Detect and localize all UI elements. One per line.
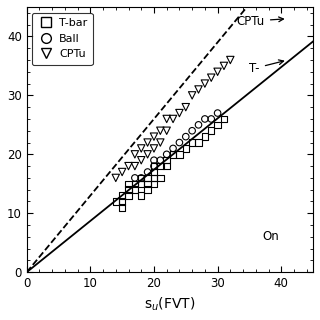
Point: [189, 128, 195, 133]
Point: [228, 58, 233, 63]
Point: [132, 175, 137, 180]
Text: T-: T-: [249, 60, 284, 75]
Point: [158, 158, 163, 163]
Point: [151, 175, 156, 180]
Point: [151, 146, 156, 151]
Point: [183, 146, 188, 151]
Point: [126, 193, 131, 198]
Point: [196, 122, 201, 127]
X-axis label: s$_u$(FVT): s$_u$(FVT): [144, 296, 196, 313]
Point: [113, 175, 118, 180]
Point: [151, 170, 156, 175]
Point: [120, 193, 125, 198]
Point: [139, 146, 144, 151]
Point: [145, 175, 150, 180]
Point: [183, 134, 188, 139]
Point: [164, 152, 169, 157]
Point: [145, 152, 150, 157]
Point: [177, 140, 182, 145]
Point: [171, 116, 176, 122]
Point: [132, 181, 137, 186]
Point: [126, 181, 131, 186]
Point: [120, 205, 125, 210]
Point: [151, 181, 156, 186]
Point: [139, 175, 144, 180]
Point: [202, 81, 207, 86]
Point: [215, 69, 220, 74]
Point: [132, 164, 137, 169]
Point: [120, 199, 125, 204]
Point: [196, 140, 201, 145]
Point: [151, 164, 156, 169]
Point: [164, 128, 169, 133]
Point: [158, 128, 163, 133]
Point: [196, 87, 201, 92]
Point: [145, 170, 150, 175]
Legend: T-bar, Ball, CPTu: T-bar, Ball, CPTu: [32, 12, 93, 65]
Point: [120, 170, 125, 175]
Point: [139, 181, 144, 186]
Point: [177, 110, 182, 116]
Point: [177, 152, 182, 157]
Text: On: On: [262, 230, 279, 243]
Point: [171, 152, 176, 157]
Point: [139, 158, 144, 163]
Point: [151, 164, 156, 169]
Point: [215, 122, 220, 127]
Point: [158, 140, 163, 145]
Point: [132, 187, 137, 192]
Point: [151, 134, 156, 139]
Point: [215, 110, 220, 116]
Point: [164, 116, 169, 122]
Point: [221, 63, 227, 68]
Point: [145, 181, 150, 186]
Point: [209, 116, 214, 122]
Point: [221, 116, 227, 122]
Point: [132, 152, 137, 157]
Point: [209, 128, 214, 133]
Point: [202, 116, 207, 122]
Point: [183, 105, 188, 110]
Point: [209, 75, 214, 80]
Point: [202, 134, 207, 139]
Point: [126, 187, 131, 192]
Point: [139, 193, 144, 198]
Point: [145, 187, 150, 192]
Point: [158, 164, 163, 169]
Point: [151, 158, 156, 163]
Point: [158, 175, 163, 180]
Point: [126, 164, 131, 169]
Point: [164, 164, 169, 169]
Point: [189, 93, 195, 98]
Point: [145, 140, 150, 145]
Point: [139, 175, 144, 180]
Text: CPTu: CPTu: [237, 15, 284, 28]
Point: [113, 199, 118, 204]
Point: [189, 140, 195, 145]
Point: [171, 146, 176, 151]
Point: [164, 158, 169, 163]
